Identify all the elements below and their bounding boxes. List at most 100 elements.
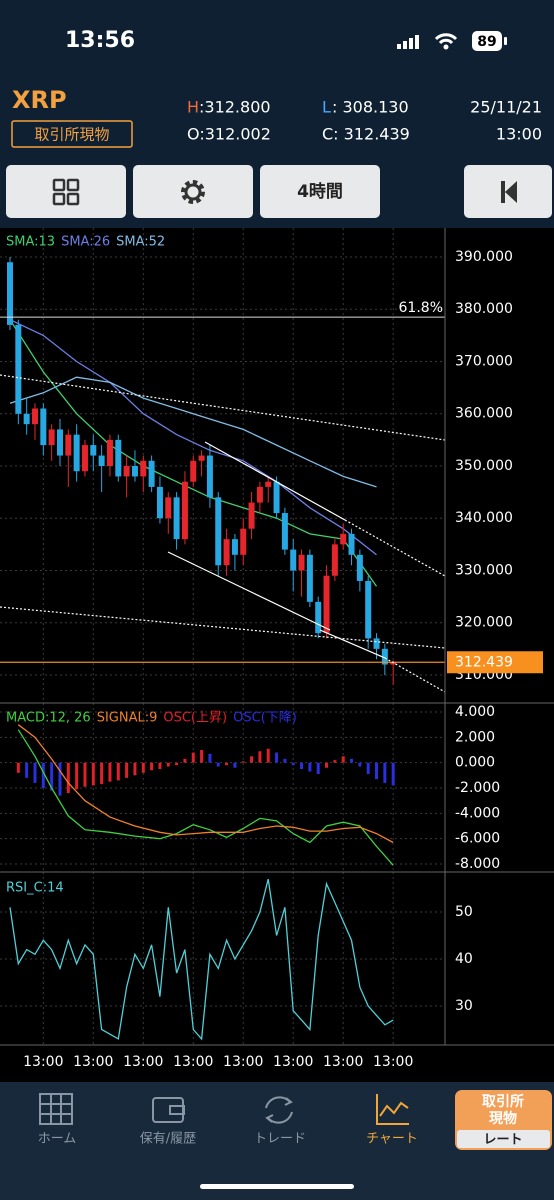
osc-bar bbox=[350, 758, 354, 763]
osc-bar bbox=[200, 750, 204, 763]
candle-body bbox=[198, 455, 205, 461]
osc-bar bbox=[208, 753, 212, 763]
osc-bar bbox=[183, 758, 187, 763]
grid-icon bbox=[52, 178, 80, 206]
y-tick-label: 4.000 bbox=[455, 704, 495, 720]
market-line: 取引所 bbox=[482, 1093, 524, 1110]
y-tick-label: 2.000 bbox=[455, 729, 495, 745]
layout-button[interactable] bbox=[6, 165, 126, 218]
candle-body bbox=[240, 528, 247, 555]
wifi-icon bbox=[434, 33, 458, 45]
osc-bar bbox=[383, 762, 387, 783]
candle-body bbox=[306, 554, 313, 602]
nav-label[interactable]: トレード bbox=[254, 1132, 306, 1147]
candle-body bbox=[106, 439, 113, 466]
osc-bar bbox=[125, 762, 129, 778]
osc-bar bbox=[358, 762, 362, 767]
legend-entry: SIGNAL:9 bbox=[97, 711, 158, 726]
x-tick-label: 13:00 bbox=[73, 1054, 113, 1070]
y-tick-label: -6.000 bbox=[455, 831, 500, 847]
y-tick-label: 350.000 bbox=[455, 458, 513, 474]
y-tick-label: 390.000 bbox=[455, 249, 513, 265]
interval-button[interactable] bbox=[260, 165, 380, 218]
market: 取引所現物 bbox=[34, 126, 109, 144]
gear-icon bbox=[181, 180, 205, 204]
candle-body bbox=[156, 486, 163, 519]
y-tick-label: 320.000 bbox=[455, 615, 513, 631]
osc-bar bbox=[241, 761, 245, 763]
nav-icons bbox=[39, 1093, 293, 1125]
candle-body bbox=[248, 502, 255, 529]
candle-body bbox=[340, 533, 347, 545]
candle-body bbox=[173, 497, 180, 540]
x-tick-label: 13:00 bbox=[273, 1054, 313, 1070]
legend-entry: SMA:13 bbox=[6, 235, 55, 250]
trend-dotted-1 bbox=[0, 374, 446, 441]
y-tick-label: -2.000 bbox=[455, 780, 500, 796]
y-tick-label: 0.000 bbox=[455, 755, 495, 771]
candle-body bbox=[115, 439, 122, 477]
legend-entry: OSC(下降) bbox=[233, 711, 297, 726]
osc-bar bbox=[375, 762, 379, 780]
settings-button[interactable] bbox=[133, 165, 253, 218]
osc-bar bbox=[250, 756, 254, 763]
market-box bbox=[11, 120, 133, 148]
x-tick-label: 13:00 bbox=[23, 1054, 63, 1070]
candle-body bbox=[315, 601, 322, 634]
interval: 4時間 bbox=[297, 181, 343, 202]
osc-bar bbox=[216, 762, 220, 767]
candle-body bbox=[348, 533, 355, 555]
close: C: 312.439 bbox=[322, 125, 410, 144]
osc-bar bbox=[150, 762, 154, 771]
channel-lower-2 bbox=[319, 629, 386, 659]
candle-body bbox=[15, 324, 22, 414]
x-tick-label: 13:00 bbox=[173, 1054, 213, 1070]
y-tick-label: 330.000 bbox=[455, 562, 513, 578]
legend-entry: SMA:26 bbox=[61, 235, 110, 250]
candle-body bbox=[90, 445, 97, 456]
legend-entry: OSC(上昇) bbox=[163, 711, 227, 726]
candle-body bbox=[298, 554, 305, 571]
high-value: :312.800 bbox=[199, 98, 271, 117]
low-key: L bbox=[322, 98, 331, 117]
nav-label[interactable]: ホーム bbox=[38, 1132, 77, 1147]
last-price-box bbox=[447, 651, 543, 674]
panel-borders bbox=[0, 228, 554, 1046]
y-tick-label: 30 bbox=[455, 998, 473, 1014]
candle-body bbox=[206, 455, 213, 498]
x-tick-label: 13:00 bbox=[223, 1054, 263, 1070]
battery-level: 89 bbox=[477, 34, 496, 50]
x-tick-label: 13:00 bbox=[123, 1054, 163, 1070]
plots: 390.000 380.000 370.000 360.000 350.000 340.0… bbox=[0, 228, 543, 1070]
candle-body bbox=[40, 408, 47, 446]
bar-time: 13:00 bbox=[496, 125, 542, 144]
osc-bar bbox=[316, 762, 320, 775]
nav-label[interactable]: 保有/履歴 bbox=[140, 1132, 196, 1147]
x-tick-label: 13:00 bbox=[373, 1054, 413, 1070]
osc-bar bbox=[141, 762, 145, 773]
nav-label[interactable]: チャート bbox=[366, 1132, 418, 1147]
line-series bbox=[9, 319, 378, 587]
date: 25/11/21 bbox=[470, 98, 542, 117]
candle-body bbox=[256, 486, 263, 503]
low-value: : 308.130 bbox=[332, 98, 409, 117]
candle-body bbox=[190, 460, 197, 482]
y-tick-label: -8.000 bbox=[455, 856, 500, 872]
osc-bar bbox=[308, 762, 312, 772]
open: O:312.002 bbox=[187, 125, 271, 144]
osc-bar bbox=[391, 762, 395, 786]
candle-body bbox=[23, 413, 30, 425]
osc-bar bbox=[225, 762, 229, 766]
candle-body bbox=[140, 460, 147, 477]
candle-body bbox=[131, 465, 138, 477]
osc-bar bbox=[66, 762, 70, 794]
battery-tip bbox=[504, 37, 507, 45]
osc-bar bbox=[108, 762, 112, 782]
osc-bar bbox=[16, 762, 20, 773]
symbol: XRP bbox=[12, 86, 67, 114]
osc-bar bbox=[258, 751, 262, 763]
candle-body bbox=[365, 580, 372, 639]
candle-body bbox=[73, 434, 80, 472]
y-tick-label: 50 bbox=[455, 904, 473, 920]
